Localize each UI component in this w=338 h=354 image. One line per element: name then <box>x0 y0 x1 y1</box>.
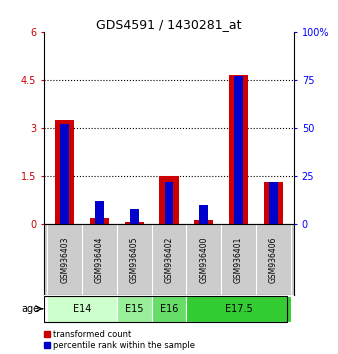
Text: E16: E16 <box>160 304 178 314</box>
Text: GSM936403: GSM936403 <box>60 236 69 283</box>
Bar <box>61 124 69 224</box>
Bar <box>229 75 248 224</box>
Bar <box>165 182 173 224</box>
Bar <box>152 296 186 321</box>
Text: GSM936404: GSM936404 <box>95 236 104 283</box>
Bar <box>47 296 117 321</box>
Text: GSM936402: GSM936402 <box>165 236 173 282</box>
Text: GSM936400: GSM936400 <box>199 236 208 283</box>
Bar <box>269 182 277 224</box>
Bar <box>44 296 287 321</box>
Bar <box>160 176 178 224</box>
Text: E15: E15 <box>125 304 144 314</box>
Text: age: age <box>22 304 40 314</box>
Legend: transformed count, percentile rank within the sample: transformed count, percentile rank withi… <box>43 330 196 351</box>
Bar <box>199 205 208 224</box>
Text: E17.5: E17.5 <box>225 304 252 314</box>
Bar <box>90 218 109 224</box>
Bar <box>130 209 139 224</box>
Bar <box>234 76 243 224</box>
Title: GDS4591 / 1430281_at: GDS4591 / 1430281_at <box>96 18 242 31</box>
Text: GSM936406: GSM936406 <box>269 236 278 283</box>
Bar <box>117 296 152 321</box>
Text: E14: E14 <box>73 304 91 314</box>
Text: GSM936405: GSM936405 <box>130 236 139 283</box>
Bar <box>264 182 283 224</box>
Bar <box>186 296 291 321</box>
Bar <box>95 201 104 224</box>
Bar <box>194 220 213 224</box>
Bar <box>55 120 74 224</box>
Bar <box>125 222 144 224</box>
Text: GSM936401: GSM936401 <box>234 236 243 282</box>
